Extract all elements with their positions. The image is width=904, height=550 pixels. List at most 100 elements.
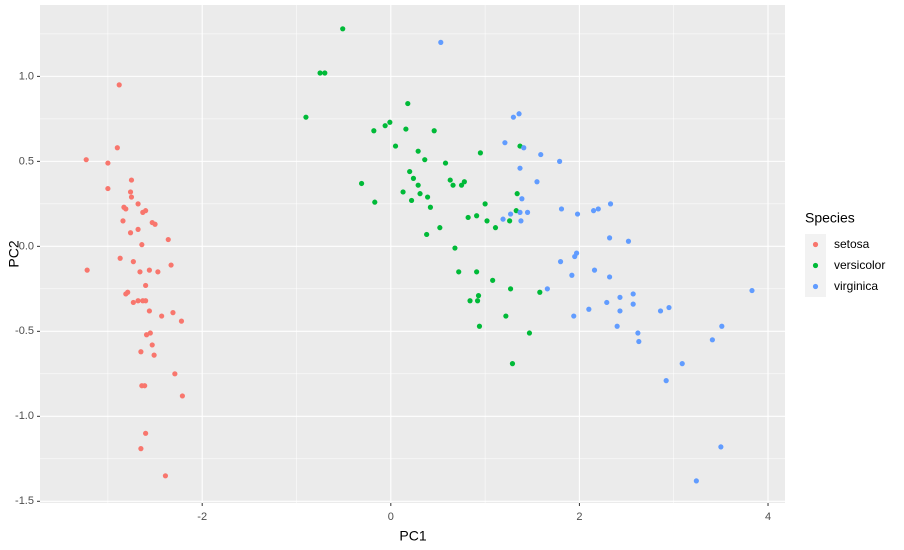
point (474, 269, 480, 275)
point (105, 185, 111, 192)
legend-label: versicolor (834, 258, 885, 272)
y-tick-label: 0.5 (19, 155, 34, 167)
point (170, 310, 176, 316)
point (474, 298, 481, 304)
point (557, 259, 564, 265)
point (719, 323, 725, 329)
point (718, 444, 724, 450)
point (606, 274, 613, 280)
point (400, 189, 406, 195)
point (403, 126, 409, 132)
point (130, 259, 136, 265)
point (507, 218, 513, 224)
plot-panel (40, 5, 785, 503)
point (484, 218, 490, 224)
legend-symbol (812, 283, 819, 290)
point (490, 277, 496, 283)
legend-label: setosa (834, 237, 870, 251)
point (572, 253, 578, 260)
point (476, 323, 483, 329)
point (424, 194, 431, 200)
point (503, 313, 509, 319)
point (424, 231, 430, 238)
point (417, 191, 423, 197)
point (143, 282, 149, 289)
point (128, 194, 135, 200)
point (507, 211, 514, 217)
point (146, 267, 152, 273)
point (526, 330, 533, 336)
point (452, 245, 458, 251)
point (518, 218, 524, 224)
y-tick-label: -1.5 (15, 495, 34, 507)
point (558, 206, 565, 212)
y-tick-label: 0.0 (19, 240, 34, 252)
y-tick-label: -1.0 (15, 410, 34, 422)
point (303, 114, 309, 120)
point (138, 349, 144, 355)
point (519, 196, 525, 202)
point (467, 298, 473, 304)
point (123, 206, 129, 212)
point (507, 286, 514, 292)
point (165, 236, 171, 243)
point (574, 211, 581, 217)
point (461, 179, 467, 185)
point (477, 150, 483, 156)
point (606, 235, 613, 241)
legend-label: virginica (834, 279, 878, 293)
point (514, 191, 520, 197)
point (135, 298, 141, 304)
x-tick-label: 2 (576, 511, 582, 523)
point (152, 221, 158, 227)
point (123, 291, 129, 297)
point (322, 70, 328, 76)
point (630, 301, 636, 307)
point (450, 182, 456, 188)
point (139, 242, 145, 248)
point (617, 294, 623, 300)
point (358, 180, 365, 187)
point (128, 177, 135, 183)
point (442, 160, 449, 166)
point (127, 230, 134, 236)
point (143, 208, 149, 214)
point (693, 478, 699, 484)
point (427, 204, 434, 210)
legend-symbol (812, 241, 819, 248)
point (146, 308, 152, 314)
point (155, 269, 161, 275)
point (614, 323, 620, 329)
point (516, 111, 522, 117)
point (492, 225, 499, 231)
point (438, 39, 444, 45)
point (422, 157, 428, 163)
point (537, 289, 543, 295)
point (340, 26, 346, 32)
y-tick-label: 1.0 (19, 70, 34, 82)
point (143, 298, 149, 304)
point (437, 225, 443, 231)
point (456, 269, 462, 275)
point (127, 189, 134, 195)
point (382, 123, 388, 129)
point (500, 216, 506, 222)
x-axis-title: PC1 (399, 528, 426, 544)
point (431, 128, 437, 134)
point (586, 306, 592, 312)
point (114, 145, 120, 151)
x-tick-label: 0 (388, 511, 394, 523)
point (138, 446, 144, 452)
point (482, 201, 488, 207)
point (130, 299, 136, 306)
point (408, 197, 415, 204)
point (534, 179, 540, 185)
point (387, 119, 393, 125)
point (117, 255, 123, 261)
point (509, 361, 516, 367)
point (524, 209, 531, 215)
y-tick-label: -0.5 (15, 325, 34, 337)
y-axis-title: PC2 (6, 240, 22, 267)
